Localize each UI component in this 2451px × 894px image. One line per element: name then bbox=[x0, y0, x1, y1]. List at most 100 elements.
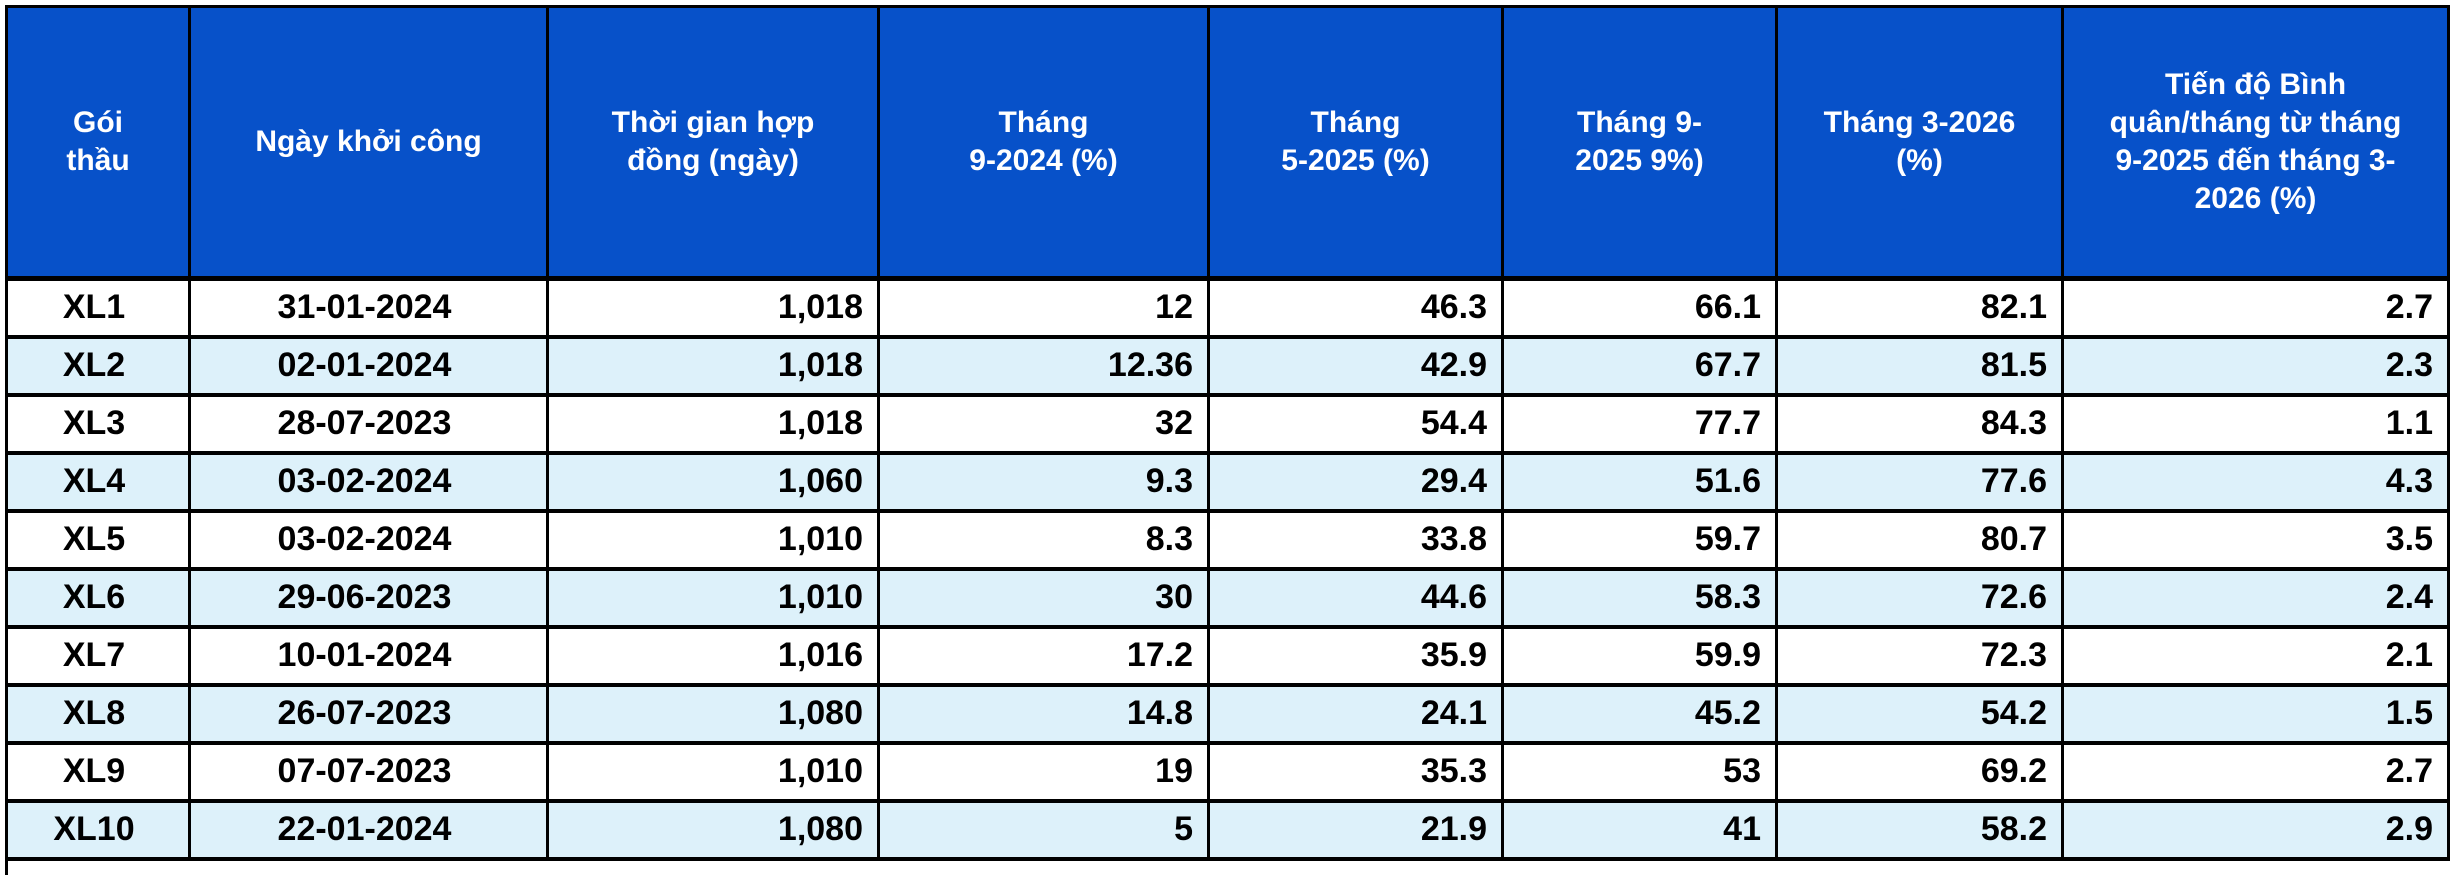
column-header-ngay-khoi-cong[interactable]: Ngày khởi công bbox=[188, 5, 549, 281]
package-cell[interactable]: XL6 bbox=[5, 566, 191, 629]
value-cell[interactable]: 1,016 bbox=[546, 624, 880, 687]
value-cell[interactable]: 9.3 bbox=[877, 450, 1210, 513]
value-cell[interactable]: 33.8 bbox=[1207, 508, 1504, 571]
value-cell[interactable]: 45.2 bbox=[1501, 682, 1778, 745]
value-cell[interactable]: 51.6 bbox=[1501, 450, 1778, 513]
value-cell[interactable]: 81.5 bbox=[1775, 334, 2064, 397]
table-row: XL10 22-01-2024 1,080 5 21.9 41 58.2 2.9 bbox=[5, 798, 2450, 861]
value-cell[interactable]: 72.3 bbox=[1775, 624, 2064, 687]
value-cell[interactable]: 53 bbox=[1501, 740, 1778, 803]
value-cell[interactable]: 21.9 bbox=[1207, 798, 1504, 861]
value-cell[interactable]: 69.2 bbox=[1775, 740, 2064, 803]
value-cell[interactable]: 77.7 bbox=[1501, 392, 1778, 455]
value-cell[interactable]: 35.3 bbox=[1207, 740, 1504, 803]
value-cell[interactable]: 46.3 bbox=[1207, 276, 1504, 339]
gridline-tick bbox=[5, 861, 8, 875]
progress-table: Gói thầu Ngày khởi công Thời gian hợp đồ… bbox=[5, 5, 2450, 861]
value-cell[interactable]: 12 bbox=[877, 276, 1210, 339]
value-cell[interactable]: 54.2 bbox=[1775, 682, 2064, 745]
value-cell[interactable]: 30 bbox=[877, 566, 1210, 629]
value-cell[interactable]: 2.1 bbox=[2061, 624, 2450, 687]
column-header-goi-thau[interactable]: Gói thầu bbox=[5, 5, 191, 281]
package-cell[interactable]: XL3 bbox=[5, 392, 191, 455]
column-header-thang-3-2026[interactable]: Tháng 3-2026 (%) bbox=[1775, 5, 2064, 281]
value-cell[interactable]: 12.36 bbox=[877, 334, 1210, 397]
value-cell[interactable]: 67.7 bbox=[1501, 334, 1778, 397]
value-cell[interactable]: 1.5 bbox=[2061, 682, 2450, 745]
value-cell[interactable]: 41 bbox=[1501, 798, 1778, 861]
value-cell[interactable]: 5 bbox=[877, 798, 1210, 861]
empty-row-strip bbox=[5, 861, 2447, 894]
value-cell[interactable]: 32 bbox=[877, 392, 1210, 455]
value-cell[interactable]: 1,010 bbox=[546, 740, 880, 803]
column-header-tien-do-binh-quan[interactable]: Tiến độ Bình quân/tháng từ tháng 9-2025 … bbox=[2061, 5, 2450, 281]
table-row: XL7 10-01-2024 1,016 17.2 35.9 59.9 72.3 2.1 bbox=[5, 624, 2450, 687]
value-cell[interactable]: 35.9 bbox=[1207, 624, 1504, 687]
value-cell[interactable]: 02-01-2024 bbox=[188, 334, 549, 397]
value-cell[interactable]: 54.4 bbox=[1207, 392, 1504, 455]
package-cell[interactable]: XL8 bbox=[5, 682, 191, 745]
value-cell[interactable]: 59.9 bbox=[1501, 624, 1778, 687]
value-cell[interactable]: 28-07-2023 bbox=[188, 392, 549, 455]
table-row: XL6 29-06-2023 1,010 30 44.6 58.3 72.6 2.4 bbox=[5, 566, 2450, 629]
table-row: XL9 07-07-2023 1,010 19 35.3 53 69.2 2.7 bbox=[5, 740, 2450, 803]
value-cell[interactable]: 1,018 bbox=[546, 276, 880, 339]
value-cell[interactable]: 24.1 bbox=[1207, 682, 1504, 745]
table-body: XL1 31-01-2024 1,018 12 46.3 66.1 82.1 2.7 XL2 02… bbox=[5, 276, 2450, 861]
value-cell[interactable]: 59.7 bbox=[1501, 508, 1778, 571]
column-header-thang-9-2025[interactable]: Tháng 9- 2025 9%) bbox=[1501, 5, 1778, 281]
package-cell[interactable]: XL1 bbox=[5, 276, 191, 339]
column-header-thoi-gian-hop-dong[interactable]: Thời gian hợp đồng (ngày) bbox=[546, 5, 880, 281]
header-row: Gói thầu Ngày khởi công Thời gian hợp đồ… bbox=[5, 5, 2450, 281]
value-cell[interactable]: 03-02-2024 bbox=[188, 450, 549, 513]
value-cell[interactable]: 1,080 bbox=[546, 682, 880, 745]
value-cell[interactable]: 80.7 bbox=[1775, 508, 2064, 571]
column-header-thang-9-2024[interactable]: Tháng 9-2024 (%) bbox=[877, 5, 1210, 281]
value-cell[interactable]: 03-02-2024 bbox=[188, 508, 549, 571]
package-cell[interactable]: XL10 bbox=[5, 798, 191, 861]
value-cell[interactable]: 72.6 bbox=[1775, 566, 2064, 629]
package-cell[interactable]: XL9 bbox=[5, 740, 191, 803]
value-cell[interactable]: 14.8 bbox=[877, 682, 1210, 745]
value-cell[interactable]: 58.3 bbox=[1501, 566, 1778, 629]
value-cell[interactable]: 77.6 bbox=[1775, 450, 2064, 513]
package-cell[interactable]: XL4 bbox=[5, 450, 191, 513]
value-cell[interactable]: 4.3 bbox=[2061, 450, 2450, 513]
value-cell[interactable]: 17.2 bbox=[877, 624, 1210, 687]
value-cell[interactable]: 2.9 bbox=[2061, 798, 2450, 861]
value-cell[interactable]: 3.5 bbox=[2061, 508, 2450, 571]
value-cell[interactable]: 42.9 bbox=[1207, 334, 1504, 397]
value-cell[interactable]: 26-07-2023 bbox=[188, 682, 549, 745]
table-row: XL5 03-02-2024 1,010 8.3 33.8 59.7 80.7 3.5 bbox=[5, 508, 2450, 571]
value-cell[interactable]: 2.7 bbox=[2061, 740, 2450, 803]
table-row: XL8 26-07-2023 1,080 14.8 24.1 45.2 54.2 1.5 bbox=[5, 682, 2450, 745]
package-cell[interactable]: XL5 bbox=[5, 508, 191, 571]
value-cell[interactable]: 29-06-2023 bbox=[188, 566, 549, 629]
value-cell[interactable]: 1,010 bbox=[546, 566, 880, 629]
value-cell[interactable]: 2.3 bbox=[2061, 334, 2450, 397]
value-cell[interactable]: 2.4 bbox=[2061, 566, 2450, 629]
value-cell[interactable]: 1.1 bbox=[2061, 392, 2450, 455]
column-header-thang-5-2025[interactable]: Tháng 5-2025 (%) bbox=[1207, 5, 1504, 281]
value-cell[interactable]: 1,010 bbox=[546, 508, 880, 571]
value-cell[interactable]: 2.7 bbox=[2061, 276, 2450, 339]
value-cell[interactable]: 1,080 bbox=[546, 798, 880, 861]
value-cell[interactable]: 44.6 bbox=[1207, 566, 1504, 629]
package-cell[interactable]: XL7 bbox=[5, 624, 191, 687]
value-cell[interactable]: 1,018 bbox=[546, 392, 880, 455]
value-cell[interactable]: 58.2 bbox=[1775, 798, 2064, 861]
value-cell[interactable]: 31-01-2024 bbox=[188, 276, 549, 339]
value-cell[interactable]: 82.1 bbox=[1775, 276, 2064, 339]
value-cell[interactable]: 10-01-2024 bbox=[188, 624, 549, 687]
value-cell[interactable]: 66.1 bbox=[1501, 276, 1778, 339]
value-cell[interactable]: 8.3 bbox=[877, 508, 1210, 571]
value-cell[interactable]: 07-07-2023 bbox=[188, 740, 549, 803]
value-cell[interactable]: 22-01-2024 bbox=[188, 798, 549, 861]
value-cell[interactable]: 84.3 bbox=[1775, 392, 2064, 455]
value-cell[interactable]: 1,060 bbox=[546, 450, 880, 513]
value-cell[interactable]: 1,018 bbox=[546, 334, 880, 397]
value-cell[interactable]: 29.4 bbox=[1207, 450, 1504, 513]
package-cell[interactable]: XL2 bbox=[5, 334, 191, 397]
value-cell[interactable]: 19 bbox=[877, 740, 1210, 803]
